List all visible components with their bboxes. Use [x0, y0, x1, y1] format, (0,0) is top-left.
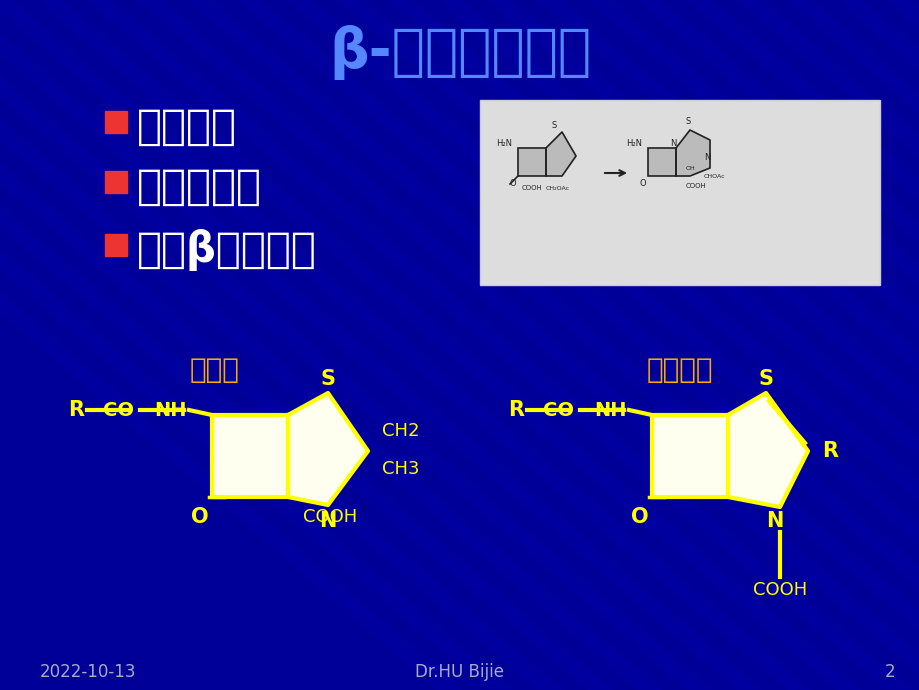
Text: CH₂OAc: CH₂OAc	[545, 186, 570, 190]
Text: N: N	[766, 511, 783, 531]
Text: COOH: COOH	[752, 581, 806, 599]
Text: NH: NH	[154, 400, 187, 420]
Bar	[480, 100, 879, 285]
Text: 青霉素类: 青霉素类	[137, 106, 237, 148]
Bar	[211, 415, 288, 497]
Text: 头孢菌素: 头孢菌素	[646, 356, 712, 384]
Text: CHOAc: CHOAc	[703, 173, 725, 179]
Bar	[647, 148, 675, 176]
Text: NH: NH	[594, 400, 627, 420]
Text: R: R	[68, 400, 84, 420]
Text: R: R	[821, 441, 837, 461]
Text: CO: CO	[542, 400, 573, 420]
Text: O: O	[640, 179, 646, 188]
Text: N: N	[669, 139, 675, 148]
Text: OH: OH	[686, 166, 695, 170]
Text: S: S	[320, 369, 335, 389]
Text: H₂N: H₂N	[625, 139, 641, 148]
Text: S: S	[686, 117, 690, 126]
Text: 头孢菌素类: 头孢菌素类	[137, 166, 262, 208]
Bar	[517, 148, 545, 176]
Text: O: O	[191, 507, 209, 527]
Text: 2022-10-13: 2022-10-13	[40, 663, 136, 681]
Text: COOH: COOH	[686, 183, 706, 189]
Polygon shape	[288, 393, 368, 505]
Text: CH2: CH2	[381, 422, 419, 440]
Text: CO: CO	[103, 400, 134, 420]
Text: N: N	[319, 511, 336, 531]
Text: O: O	[509, 179, 516, 188]
Text: COOH: COOH	[521, 185, 542, 191]
Text: β-内酰胺类种类: β-内酰胺类种类	[329, 25, 590, 79]
Text: S: S	[757, 369, 773, 389]
Text: H₂N: H₂N	[495, 139, 512, 148]
Text: 青霉素: 青霉素	[190, 356, 240, 384]
Bar	[105, 171, 127, 193]
Bar	[105, 111, 127, 133]
Text: Dr.HU Bijie: Dr.HU Bijie	[415, 663, 504, 681]
Text: 2: 2	[884, 663, 894, 681]
Text: O: O	[630, 507, 648, 527]
Polygon shape	[545, 132, 575, 176]
Bar	[652, 415, 727, 497]
Text: R: R	[507, 400, 524, 420]
Polygon shape	[675, 130, 709, 176]
Text: S: S	[551, 121, 557, 130]
Text: CH3: CH3	[381, 460, 419, 478]
Text: COOH: COOH	[302, 508, 357, 526]
Polygon shape	[727, 393, 807, 507]
Bar	[105, 234, 127, 256]
Text: 其他β－内酰类: 其他β－内酰类	[137, 229, 316, 271]
Text: N: N	[703, 153, 709, 163]
